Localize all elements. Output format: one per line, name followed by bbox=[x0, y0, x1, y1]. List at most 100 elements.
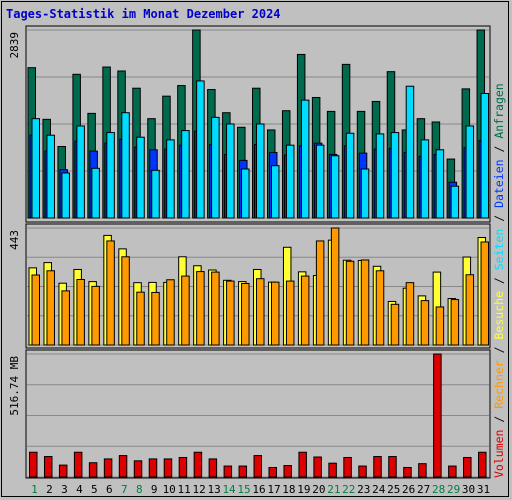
bar-rechner-8 bbox=[136, 291, 145, 346]
bar-rechner-9 bbox=[151, 291, 160, 346]
bar-volumen-28 bbox=[433, 353, 442, 478]
bar-rechner-6 bbox=[106, 240, 115, 346]
bar-rechner-1 bbox=[31, 274, 40, 346]
day-label-24: 24 bbox=[372, 483, 386, 496]
day-label-5: 5 bbox=[91, 483, 98, 496]
series-legend: Volumen / Rechner / Besuche / Seiten / D… bbox=[492, 83, 506, 478]
bar-rechner-2 bbox=[46, 270, 55, 346]
day-label-10: 10 bbox=[163, 483, 176, 496]
bar-seiten-31 bbox=[480, 93, 490, 219]
day-label-11: 11 bbox=[178, 483, 191, 496]
bar-rechner-15 bbox=[241, 282, 250, 346]
bar-volumen-25 bbox=[388, 456, 397, 478]
day-label-6: 6 bbox=[106, 483, 113, 496]
bar-rechner-4 bbox=[76, 279, 85, 346]
bar-seiten-19 bbox=[300, 99, 310, 219]
day-label-19: 19 bbox=[297, 483, 310, 496]
day-label-20: 20 bbox=[312, 483, 325, 496]
bar-seiten-26 bbox=[405, 85, 415, 219]
bar-seiten-4 bbox=[76, 125, 85, 219]
bar-volumen-2 bbox=[43, 456, 53, 478]
bar-rechner-31 bbox=[480, 241, 490, 346]
legend-separator: / bbox=[492, 340, 506, 361]
day-label-28: 28 bbox=[432, 483, 445, 496]
bar-seiten-25 bbox=[390, 132, 400, 219]
day-label-4: 4 bbox=[76, 483, 83, 496]
day-label-17: 17 bbox=[267, 483, 280, 496]
bar-volumen-20 bbox=[313, 456, 322, 478]
day-label-25: 25 bbox=[387, 483, 400, 496]
bar-volumen-12 bbox=[193, 451, 203, 478]
bar-rechner-21 bbox=[330, 227, 340, 346]
bar-volumen-27 bbox=[418, 463, 427, 478]
day-label-8: 8 bbox=[136, 483, 143, 496]
legend-volumen: Volumen bbox=[492, 430, 506, 478]
legend-separator: / bbox=[492, 270, 506, 291]
bar-rechner-7 bbox=[121, 256, 130, 346]
bar-volumen-18 bbox=[283, 465, 292, 478]
bar-seiten-10 bbox=[166, 139, 175, 219]
bar-rechner-16 bbox=[256, 278, 265, 346]
bar-seiten-29 bbox=[450, 185, 460, 219]
bar-volumen-14 bbox=[223, 465, 233, 478]
bar-volumen-19 bbox=[298, 451, 307, 478]
bar-seiten-8 bbox=[136, 136, 145, 219]
bar-volumen-10 bbox=[163, 458, 173, 478]
bar-rechner-11 bbox=[181, 275, 190, 346]
bar-rechner-18 bbox=[285, 280, 295, 346]
legend-rechner: Rechner bbox=[492, 360, 506, 409]
chart-title: Tages-Statistik im Monat Dezember 2024 bbox=[6, 7, 281, 21]
bar-seiten-9 bbox=[151, 169, 160, 219]
bar-seiten-30 bbox=[465, 125, 475, 219]
bar-rechner-5 bbox=[91, 285, 100, 346]
bar-volumen-11 bbox=[178, 456, 188, 478]
bar-seiten-2 bbox=[46, 134, 55, 219]
bar-volumen-4 bbox=[73, 451, 83, 478]
bar-seiten-1 bbox=[31, 118, 40, 219]
bar-rechner-22 bbox=[345, 260, 355, 346]
day-label-22: 22 bbox=[342, 483, 355, 496]
bar-seiten-23 bbox=[360, 168, 370, 219]
day-label-31: 31 bbox=[477, 483, 490, 496]
legend-separator: / bbox=[492, 208, 506, 229]
bar-seiten-21 bbox=[330, 155, 340, 219]
legend-dateien: Dateien bbox=[492, 159, 506, 207]
day-label-27: 27 bbox=[417, 483, 430, 496]
legend-seiten: Seiten bbox=[492, 229, 506, 271]
bar-volumen-5 bbox=[88, 462, 98, 478]
bar-rechner-30 bbox=[465, 274, 475, 346]
bar-volumen-15 bbox=[238, 465, 248, 478]
y-max-label-requests: 2839 bbox=[8, 32, 21, 59]
y-max-label-visits: 443 bbox=[8, 230, 21, 250]
day-label-12: 12 bbox=[193, 483, 206, 496]
day-label-2: 2 bbox=[46, 483, 53, 496]
bar-seiten-16 bbox=[256, 123, 265, 219]
bar-seiten-20 bbox=[315, 144, 325, 219]
day-label-15: 15 bbox=[237, 483, 250, 496]
bar-volumen-3 bbox=[58, 464, 68, 478]
bar-volumen-9 bbox=[148, 458, 158, 478]
bar-seiten-22 bbox=[345, 132, 355, 219]
day-label-9: 9 bbox=[151, 483, 158, 496]
bar-volumen-16 bbox=[253, 455, 263, 478]
bar-rechner-27 bbox=[420, 300, 430, 346]
bar-volumen-6 bbox=[103, 458, 113, 478]
day-label-23: 23 bbox=[357, 483, 370, 496]
day-label-13: 13 bbox=[207, 483, 220, 496]
day-label-18: 18 bbox=[282, 483, 295, 496]
day-label-3: 3 bbox=[61, 483, 68, 496]
bar-rechner-24 bbox=[375, 270, 385, 346]
bar-seiten-13 bbox=[211, 116, 220, 219]
bar-rechner-17 bbox=[270, 281, 280, 346]
bar-seiten-24 bbox=[375, 133, 385, 219]
bar-seiten-17 bbox=[270, 165, 280, 219]
bar-rechner-10 bbox=[166, 279, 175, 346]
bar-volumen-26 bbox=[403, 466, 412, 478]
bar-seiten-28 bbox=[435, 149, 445, 219]
legend-anfragen: Anfragen bbox=[492, 83, 506, 138]
bar-volumen-30 bbox=[463, 456, 472, 478]
day-label-16: 16 bbox=[252, 483, 265, 496]
